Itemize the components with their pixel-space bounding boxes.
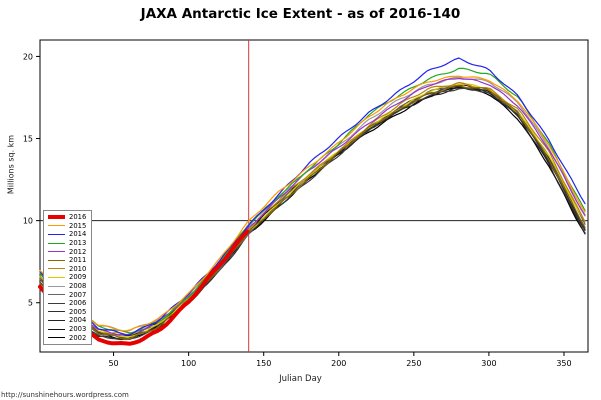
legend-item-2002: 2002 (48, 333, 86, 342)
legend-line-sample-2009 (48, 276, 65, 278)
legend-item-2007: 2007 (48, 290, 86, 299)
legend-label-2008: 2008 (69, 282, 87, 291)
x-tick-label-250: 250 (406, 359, 421, 368)
series-line-2005 (39, 85, 586, 341)
legend-line-sample-2006 (48, 302, 65, 304)
x-tick-label-100: 100 (181, 359, 196, 368)
legend-line-sample-2005 (48, 311, 65, 313)
legend-label-2015: 2015 (69, 221, 87, 230)
legend-label-2009: 2009 (69, 273, 87, 282)
series-line-2008 (39, 76, 586, 332)
legend-item-2008: 2008 (48, 282, 86, 291)
legend-line-sample-2003 (48, 328, 65, 330)
series-line-2003 (39, 84, 586, 337)
series-line-2014 (39, 57, 586, 336)
series-line-2013 (39, 67, 586, 334)
legend-item-2015: 2015 (48, 222, 86, 231)
series-line-2010 (39, 82, 586, 336)
legend-line-sample-2015 (48, 225, 65, 227)
series-line-2009 (39, 83, 586, 338)
series-line-2011 (39, 84, 586, 341)
legend-item-2009: 2009 (48, 273, 86, 282)
y-tick-label-15: 15 (23, 135, 33, 144)
legend-box: 2016 2015 2014 2013 2012 2011 2010 2009 2008 2007… (43, 210, 93, 345)
y-tick-label-20: 20 (23, 52, 33, 61)
y-axis-label: Millions sq. km (6, 134, 16, 195)
legend-line-sample-2014 (48, 233, 65, 235)
legend-line-sample-2008 (48, 285, 65, 287)
legend-item-2010: 2010 (48, 265, 86, 274)
x-axis-label: Julian Day (279, 374, 322, 384)
legend-item-2012: 2012 (48, 247, 86, 256)
legend-label-2006: 2006 (69, 299, 87, 308)
legend-label-2012: 2012 (69, 247, 87, 256)
legend-label-2010: 2010 (69, 264, 87, 273)
series-line-2012 (39, 77, 586, 336)
legend-line-sample-2004 (48, 319, 65, 321)
legend-line-sample-2013 (48, 242, 65, 244)
legend-item-2011: 2011 (48, 256, 86, 265)
plot-box (39, 39, 589, 353)
legend-item-2004: 2004 (48, 316, 86, 325)
x-tick-label-300: 300 (481, 359, 496, 368)
legend-line-sample-2011 (48, 259, 65, 261)
legend-line-sample-2016 (48, 215, 65, 220)
legend-item-2005: 2005 (48, 308, 86, 317)
legend-item-2003: 2003 (48, 325, 86, 334)
x-tick-label-200: 200 (331, 359, 346, 368)
series-line-2004 (39, 86, 586, 340)
legend-line-sample-2010 (48, 268, 65, 270)
series-line-2006 (39, 87, 586, 340)
legend-label-2004: 2004 (69, 316, 87, 325)
legend-item-2006: 2006 (48, 299, 86, 308)
y-tick-label-10: 10 (23, 217, 33, 226)
legend-line-sample-2012 (48, 251, 65, 253)
legend-label-2003: 2003 (69, 325, 87, 334)
series-line-2015 (39, 75, 586, 332)
x-tick-label-50: 50 (108, 359, 118, 368)
footer-link: http://sunshinehours.wordpress.com (1, 391, 129, 399)
x-tick-label-150: 150 (256, 359, 271, 368)
legend-item-2014: 2014 (48, 230, 86, 239)
y-tick-label-5: 5 (28, 299, 33, 308)
x-tick-label-350: 350 (556, 359, 571, 368)
legend-label-2007: 2007 (69, 290, 87, 299)
legend-label-2005: 2005 (69, 307, 87, 316)
chart-title: JAXA Antarctic Ice Extent - as of 2016-1… (140, 6, 461, 22)
legend-label-2014: 2014 (69, 230, 87, 239)
legend-label-2011: 2011 (69, 256, 87, 265)
legend-label-2013: 2013 (69, 239, 87, 248)
legend-item-2016: 2016 (48, 213, 86, 222)
legend-line-sample-2007 (48, 294, 65, 296)
series-line-2002 (39, 87, 586, 340)
legend-label-2002: 2002 (69, 333, 87, 342)
legend-line-sample-2002 (48, 337, 65, 339)
legend-item-2013: 2013 (48, 239, 86, 248)
legend-label-2016: 2016 (69, 213, 87, 222)
series-line-2007 (39, 81, 586, 339)
